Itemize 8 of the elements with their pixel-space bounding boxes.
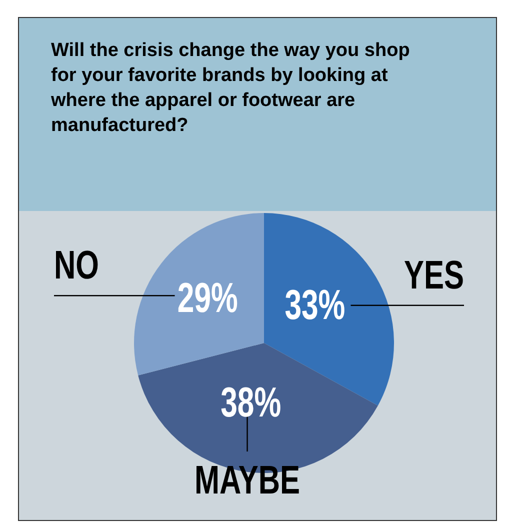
chart-title: Will the crisis change the way you shop for your favorite brands by looking at where the apparel or footwear are manufactured? bbox=[51, 39, 411, 138]
data-label: 29% bbox=[177, 274, 238, 322]
pie-slice bbox=[134, 213, 264, 376]
data-label: 38% bbox=[220, 378, 282, 426]
slice-label: NO bbox=[54, 244, 99, 288]
slice-label: MAYBE bbox=[194, 458, 300, 503]
slice-label: YES bbox=[404, 253, 464, 298]
data-label: 33% bbox=[284, 281, 346, 328]
